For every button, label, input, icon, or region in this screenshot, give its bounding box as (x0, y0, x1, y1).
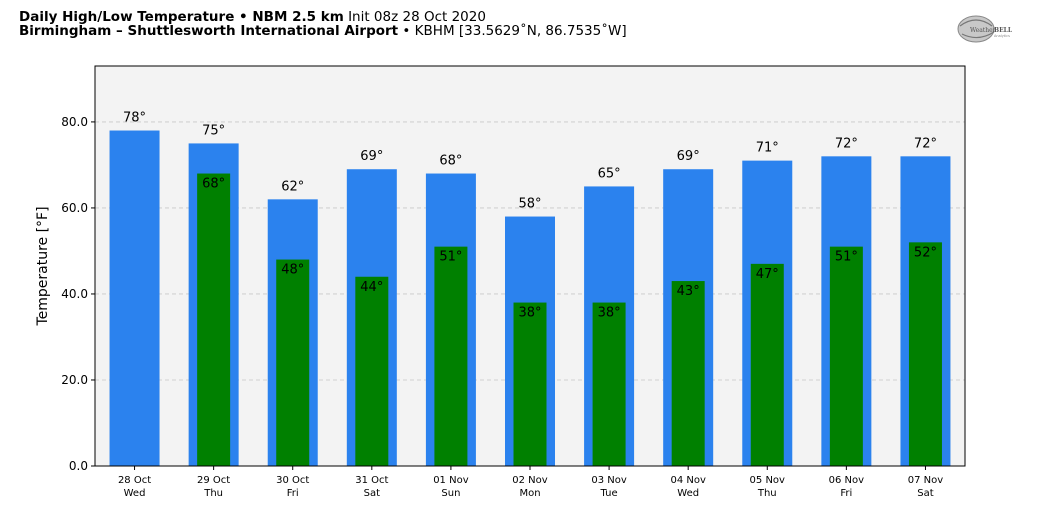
high-temp-label: 69° (360, 149, 383, 164)
low-temp-label: 51° (439, 250, 462, 265)
low-temp-label: 43° (677, 284, 700, 299)
weatherbell-logo: Weather BELL Analytics (957, 15, 1013, 43)
low-temp-bar (197, 173, 231, 466)
high-temp-label: 72° (914, 136, 937, 151)
low-temp-bar (592, 302, 626, 466)
high-temp-label: 68° (439, 154, 462, 169)
high-temp-label: 72° (835, 136, 858, 151)
init-time: Init 08z 28 Oct 2020 (348, 9, 486, 25)
x-tick-label-date: 30 Oct (276, 475, 309, 486)
x-tick-label-day: Sun (441, 488, 460, 499)
low-temp-label: 52° (914, 245, 937, 260)
x-tick-label-date: 06 Nov (829, 475, 865, 486)
chart-subtitle: Birmingham – Shuttlesworth International… (19, 23, 627, 39)
low-temp-label: 68° (202, 177, 225, 192)
y-tick-label: 20.0 (61, 373, 88, 387)
high-temp-label: 69° (677, 149, 700, 164)
y-tick-label: 40.0 (61, 287, 88, 301)
y-tick-label: 0.0 (69, 459, 88, 473)
x-tick-label-day: Sat (364, 488, 380, 499)
y-axis-label: Temperature [°F] (35, 206, 51, 326)
x-tick-label-day: Mon (519, 488, 540, 499)
low-temp-label: 38° (598, 306, 621, 321)
low-temp-bar (908, 242, 942, 466)
x-tick-label-date: 29 Oct (197, 475, 230, 486)
x-tick-label-date: 04 Nov (670, 475, 706, 486)
logo-text-left: Weather (970, 27, 996, 34)
low-temp-bar (671, 281, 705, 466)
x-tick-label-date: 07 Nov (908, 475, 944, 486)
station-info: • KBHM [33.5629˚N, 86.7535˚W] (398, 23, 627, 39)
x-tick-label-day: Tue (600, 488, 618, 499)
high-temp-label: 71° (756, 141, 779, 156)
x-tick-label-date: 31 Oct (355, 475, 388, 486)
x-tick-label-date: 01 Nov (433, 475, 469, 486)
x-tick-label-date: 28 Oct (118, 475, 151, 486)
x-tick-label-date: 03 Nov (591, 475, 627, 486)
logo-subtext: Analytics (994, 34, 1010, 38)
x-tick-label-day: Sat (917, 488, 933, 499)
high-temp-label: 78° (123, 111, 146, 126)
chart-title: Daily High/Low Temperature • NBM 2.5 km … (19, 9, 486, 25)
low-temp-bar (513, 302, 547, 466)
x-tick-label-day: Thu (203, 488, 223, 499)
low-temp-bar (276, 259, 310, 466)
chart-title-main: Daily High/Low Temperature • NBM 2.5 km (19, 9, 344, 25)
low-temp-bar (434, 246, 468, 466)
x-tick-label-date: 02 Nov (512, 475, 548, 486)
high-temp-label: 65° (598, 166, 621, 181)
x-tick-label-date: 05 Nov (750, 475, 786, 486)
logo-text-right: BELL (994, 27, 1013, 34)
high-temp-label: 58° (518, 197, 541, 212)
low-temp-bar (355, 276, 389, 466)
x-tick-label-day: Thu (757, 488, 777, 499)
low-temp-label: 51° (835, 250, 858, 265)
low-temp-bar (829, 246, 863, 466)
x-tick-label-day: Fri (840, 488, 852, 499)
low-temp-label: 48° (281, 263, 304, 278)
x-tick-label-day: Fri (287, 488, 299, 499)
low-temp-label: 44° (360, 280, 383, 295)
high-temp-bar (109, 130, 160, 467)
low-temp-label: 47° (756, 267, 779, 282)
high-temp-label: 75° (202, 123, 225, 138)
station-name: Birmingham – Shuttlesworth International… (19, 23, 399, 39)
x-tick-label-day: Wed (124, 488, 146, 499)
high-temp-label: 62° (281, 179, 304, 194)
y-tick-label: 60.0 (61, 201, 88, 215)
y-tick-label: 80.0 (61, 115, 88, 129)
low-temp-label: 38° (518, 306, 541, 321)
low-temp-bar (750, 263, 784, 466)
x-tick-label-day: Wed (677, 488, 699, 499)
